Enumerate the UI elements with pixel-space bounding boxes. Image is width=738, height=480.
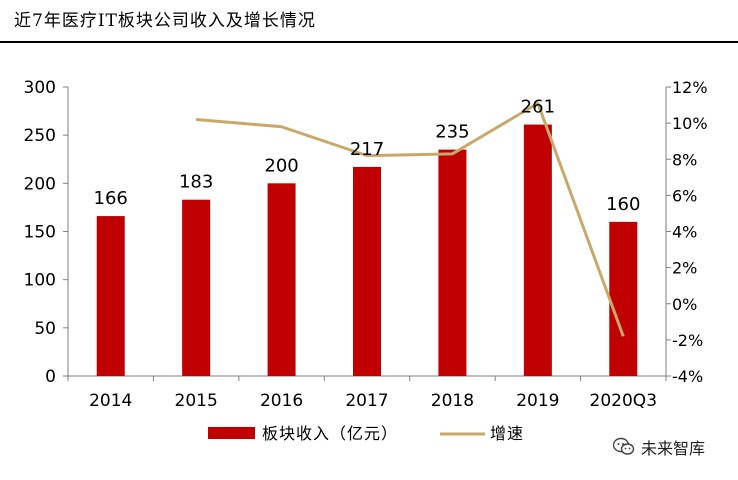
y-right-tick-label: 4% xyxy=(672,223,697,242)
watermark-text: 未来智库 xyxy=(641,439,706,458)
y-left-tick-label: 150 xyxy=(24,223,56,243)
wechat-icon xyxy=(613,437,635,455)
tick-labels: 0 50 100 150 200 250 300 -4% -2% 0% 2% 4% 6% 8% 10% 12%… xyxy=(24,78,708,411)
x-tick-label: 2020Q3 xyxy=(590,391,657,411)
legend-bar-label: 板块收入（亿元） xyxy=(262,424,398,443)
bar-series xyxy=(96,124,638,376)
y-right-tick-label: 12% xyxy=(672,78,708,97)
y-right-tick-label: 0% xyxy=(672,295,697,314)
data-labels: 166 183 200 217 235 261 160 xyxy=(94,97,641,215)
y-right-tick-label: 10% xyxy=(672,114,708,133)
revenue-bar xyxy=(353,166,381,376)
y-left-tick-label: 300 xyxy=(24,78,56,98)
y-left-tick-label: 100 xyxy=(24,271,56,291)
y-right-tick-label: 6% xyxy=(672,186,697,205)
y-left-tick-label: 200 xyxy=(24,174,56,194)
growth-rate-line xyxy=(196,101,625,337)
revenue-bar xyxy=(182,199,211,376)
bar-data-label: 235 xyxy=(435,122,469,143)
revenue-bar xyxy=(267,183,296,376)
bar-data-label: 166 xyxy=(94,188,128,209)
bar-data-label: 217 xyxy=(350,139,384,160)
x-tick-label: 2015 xyxy=(175,391,218,411)
y-left-tick-label: 0 xyxy=(45,367,56,387)
bar-data-label: 200 xyxy=(264,155,298,176)
x-tick-label: 2016 xyxy=(260,391,303,411)
x-tick-label: 2018 xyxy=(431,391,474,411)
line-series xyxy=(196,101,625,337)
bar-data-label: 261 xyxy=(521,97,555,118)
y-right-tick-label: 8% xyxy=(672,150,697,169)
x-tick-label: 2014 xyxy=(89,391,132,411)
revenue-bar xyxy=(96,216,125,376)
bar-data-label: 183 xyxy=(179,172,213,193)
y-left-tick-label: 250 xyxy=(24,126,56,146)
title-underline xyxy=(0,41,738,43)
legend-bar-swatch xyxy=(208,427,255,439)
y-left-tick-label: 50 xyxy=(34,319,56,339)
chart-title: 近7年医疗IT板块公司收入及增长情况 xyxy=(14,11,316,31)
y-right-tick-label: 2% xyxy=(672,259,697,278)
y-right-tick-label: -4% xyxy=(672,367,703,386)
bar-data-label: 160 xyxy=(606,194,640,215)
revenue-bar xyxy=(523,124,552,376)
x-tick-label: 2019 xyxy=(516,391,559,411)
legend-line-label: 增速 xyxy=(490,424,524,443)
x-tick-label: 2017 xyxy=(345,391,388,411)
revenue-bar xyxy=(438,149,467,376)
watermark: 未来智库 xyxy=(613,435,705,459)
y-right-tick-label: -2% xyxy=(672,331,703,350)
revenue-bar xyxy=(609,221,638,376)
legend: 板块收入（亿元） 增速 xyxy=(208,424,524,443)
